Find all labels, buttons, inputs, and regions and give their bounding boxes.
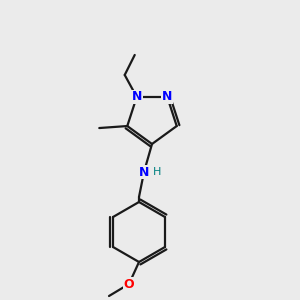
Text: N: N bbox=[131, 91, 142, 103]
Text: N: N bbox=[139, 166, 149, 178]
Text: O: O bbox=[124, 278, 134, 290]
Text: N: N bbox=[162, 91, 172, 103]
Text: H: H bbox=[153, 167, 161, 177]
